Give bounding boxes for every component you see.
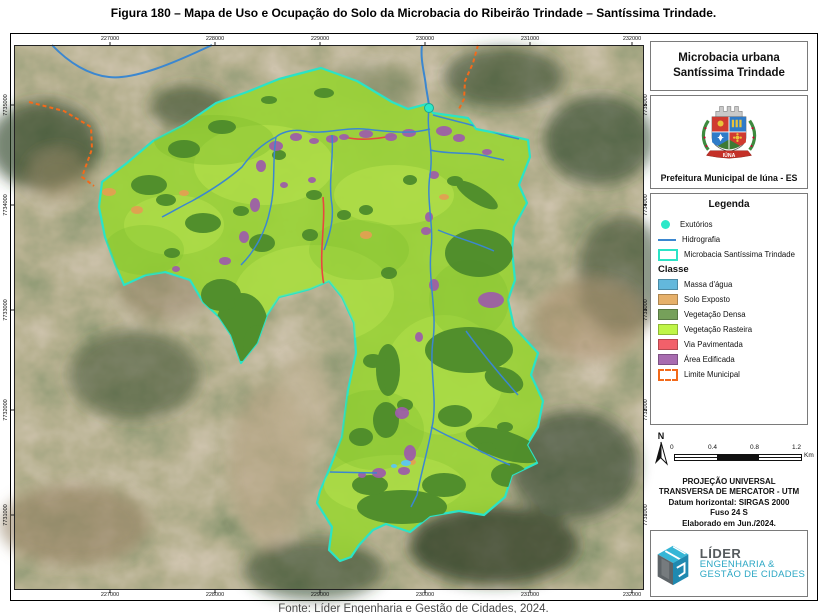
source-caption: Fonte: Líder Engenharia e Gestão de Cida… (278, 603, 549, 613)
iuna-coat-of-arms: IÚNA (701, 106, 757, 159)
north-arrow-icon: N (655, 431, 668, 466)
projection-line: TRANSVERSA DE MERCATOR - UTM (658, 487, 800, 497)
lider-logo-icon (657, 545, 689, 585)
legend-item-area-edificada: Área Edificada (658, 352, 800, 367)
map-title-line1: Microbacia urbana (678, 52, 780, 65)
crest-banner-text: IÚNA (723, 152, 736, 159)
y-tick-label: 7731000 (3, 504, 9, 526)
scale-bar (674, 454, 802, 461)
logo-line3: GESTÃO DE CIDADES (699, 569, 806, 581)
legend-item-massa-dagua: Massa d'água (658, 277, 800, 292)
legend-label: Vegetação Rasteira (684, 325, 753, 334)
scale-unit: Km (804, 452, 814, 459)
x-tick-label: 228000 (205, 36, 225, 42)
legend-item-exutorios: Exutórios (658, 217, 800, 232)
x-tick-label: 228000 (205, 592, 225, 598)
class-swatch (658, 279, 678, 290)
class-swatch (658, 354, 678, 365)
projection-line: Fuso 24 S (710, 508, 748, 518)
x-tick-label: 230000 (415, 592, 435, 598)
legend-label: Área Edificada (684, 355, 735, 364)
legend-classe-header: Classe (658, 264, 689, 275)
municipality-name: Prefeitura Municipal de Iúna - ES (660, 173, 798, 183)
river-layer (51, 44, 430, 106)
legend-label: Massa d'água (684, 280, 733, 289)
legend-item-solo-exposto: Solo Exposto (658, 292, 800, 307)
legend-item-microbacia: Microbacia Santíssima Trindade (658, 247, 800, 262)
map-title-line2: Santíssima Trindade (673, 67, 785, 79)
legend-label: Limite Municipal (684, 370, 740, 379)
legend-box: Legenda Exutórios Hidrografia Microbacia… (650, 193, 808, 425)
y-tick-label: 7735000 (3, 94, 9, 116)
x-tick-label: 232000 (622, 36, 642, 42)
y-tick-label: 7732000 (3, 399, 9, 421)
x-tick-label: 232000 (622, 592, 642, 598)
scale-segment (759, 455, 801, 460)
logo-line1: LÍDER (699, 545, 742, 561)
outlet-swatch (661, 220, 670, 229)
north-and-scale: N 0 0.4 0.8 1.2 Km (650, 430, 814, 474)
class-swatch (658, 324, 678, 335)
map-title-box: Microbacia urbana Santíssima Trindade (650, 41, 808, 91)
legend-item-vegetacao-densa: Vegetação Densa (658, 307, 800, 322)
municipality-box: IÚNA Prefeitura Municipal de Iúna - ES (650, 95, 808, 189)
watershed-swatch (658, 248, 678, 261)
map-frame (11, 42, 647, 593)
x-tick-label: 231000 (520, 36, 540, 42)
x-tick-label: 231000 (520, 592, 540, 598)
stream-swatch (658, 238, 676, 241)
built-area-layer (172, 126, 504, 478)
x-tick-label: 230000 (415, 36, 435, 42)
x-tick-label: 227000 (100, 592, 120, 598)
projection-info: PROJEÇÃO UNIVERSAL TRANSVERSA DE MERCATO… (650, 477, 808, 529)
map-canvas (0, 42, 667, 600)
legend-label: Microbacia Santíssima Trindade (684, 250, 795, 259)
scale-tick: 0.4 (708, 444, 718, 451)
scale-tick: 0.8 (750, 444, 760, 451)
outlet-point (424, 103, 434, 113)
stream-layer (161, 108, 520, 508)
figure-title: Figura 180 – Mapa de Uso e Ocupação do S… (110, 6, 717, 20)
legend-label: Exutórios (680, 220, 713, 229)
lider-logo-box: LÍDER ENGENHARIA & GESTÃO DE CIDADES (650, 530, 808, 597)
x-tick-label: 229000 (310, 36, 330, 42)
legend-label: Via Pavimentada (684, 340, 743, 349)
scale-segment (675, 455, 717, 460)
legend-item-hidrografia: Hidrografia (658, 232, 800, 247)
legend-item-vegetacao-rasteira: Vegetação Rasteira (658, 322, 800, 337)
scale-segment (717, 455, 759, 460)
class-swatch (658, 294, 678, 305)
projection-line: Datum horizontal: SIRGAS 2000 (668, 497, 790, 507)
water-body-layer (391, 460, 411, 468)
y-tick-label: 7734000 (3, 194, 9, 216)
scale-tick: 0 (670, 444, 674, 451)
x-tick-label: 229000 (310, 592, 330, 598)
projection-line: Elaborado em Jun./2024. (682, 518, 776, 528)
legend-item-via-pavimentada: Via Pavimentada (658, 337, 800, 352)
municipal-boundary-line (28, 44, 479, 187)
legend-label: Vegetação Densa (684, 310, 746, 319)
projection-line: PROJEÇÃO UNIVERSAL (682, 477, 776, 486)
y-tick-label: 7733000 (3, 299, 9, 321)
logo-line2: ENGENHARIA & (699, 559, 775, 571)
x-tick-label: 227000 (100, 36, 120, 42)
legend-item-limite-municipal: Limite Municipal (658, 367, 800, 382)
lider-logo-text: LÍDER ENGENHARIA & GESTÃO DE CIDADES (700, 547, 805, 581)
legend-label: Solo Exposto (684, 295, 730, 304)
class-swatch (658, 309, 678, 320)
north-label: N (658, 431, 665, 441)
scale-tick: 1.2 (792, 444, 802, 451)
legend-title: Legenda (708, 199, 750, 210)
municipal-boundary-swatch (658, 368, 678, 381)
class-swatch (658, 339, 678, 350)
legend-label: Hidrografia (682, 235, 721, 244)
